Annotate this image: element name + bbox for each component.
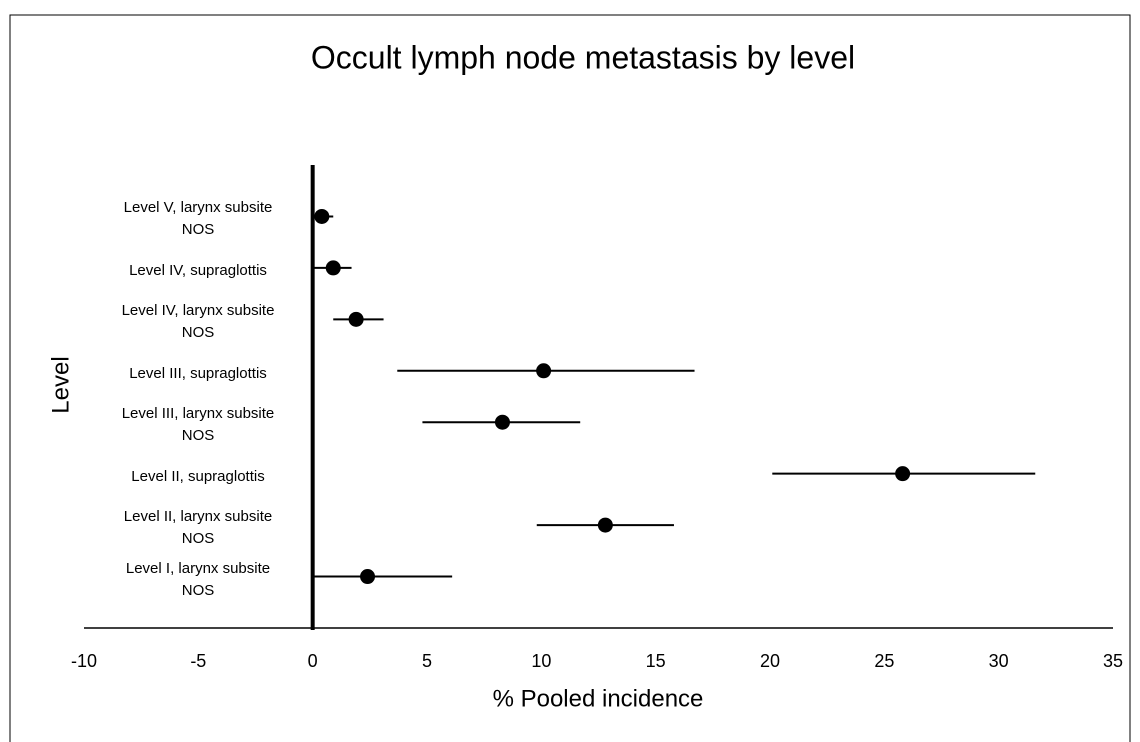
point [314, 208, 330, 224]
x-tick-label: 35 [1103, 651, 1123, 671]
x-tick-label: 5 [422, 651, 432, 671]
x-tick-label: 25 [874, 651, 894, 671]
y-axis-label: Level [47, 356, 74, 413]
chart-title: Occult lymph node metastasis by level [311, 39, 855, 75]
y-tick-label: Level III, supraglottis [129, 364, 267, 382]
point [597, 517, 613, 533]
point [895, 466, 911, 482]
point [348, 311, 364, 327]
y-tick-label: Level II, larynx subsite NOS [123, 508, 273, 548]
x-tick-label: 15 [646, 651, 666, 671]
point [494, 414, 510, 430]
chart-border [9, 14, 1131, 742]
y-tick-label: Level V, larynx subsite NOS [123, 199, 273, 239]
x-tick-label: -10 [71, 651, 97, 671]
x-tick-label: 10 [531, 651, 551, 671]
point [360, 569, 376, 585]
y-tick-label: Level III, larynx subsite NOS [121, 405, 275, 445]
y-tick-label: Level I, larynx subsite NOS [125, 559, 271, 599]
x-tick-label: 20 [760, 651, 780, 671]
y-tick-label: Level IV, supraglottis [129, 261, 267, 279]
x-tick-label: 30 [989, 651, 1009, 671]
y-tick-label: Level IV, larynx subsite NOS [121, 302, 275, 342]
y-tick-label: Level II, supraglottis [131, 467, 265, 485]
x-tick-label: 0 [308, 651, 318, 671]
point [536, 363, 552, 379]
point [325, 260, 341, 276]
x-tick-label: -5 [190, 651, 206, 671]
x-axis-label: % Pooled incidence [493, 685, 704, 712]
